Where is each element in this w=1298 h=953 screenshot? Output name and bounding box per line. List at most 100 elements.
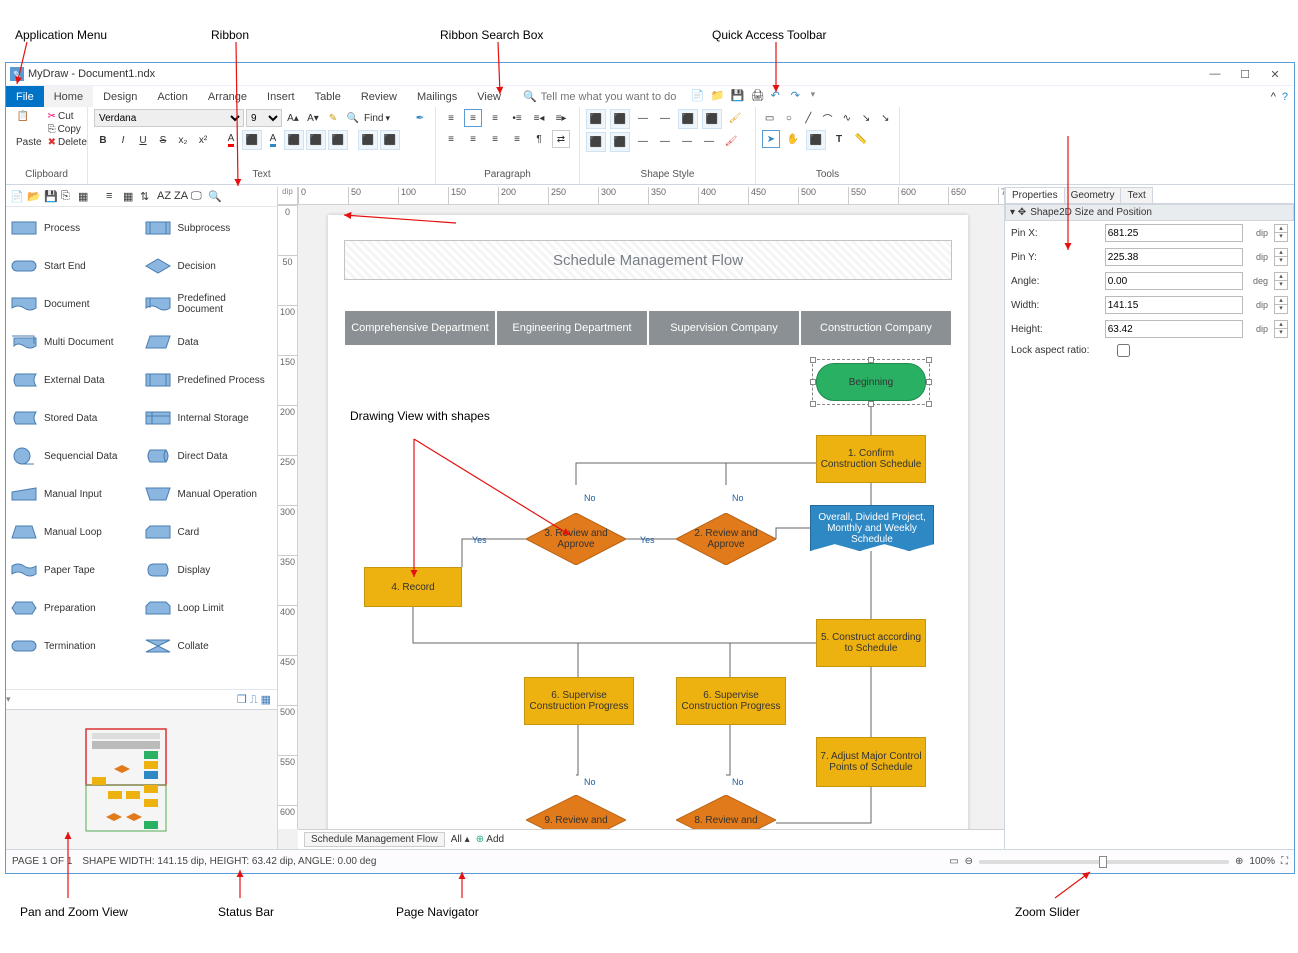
node-overall[interactable]: Overall, Divided Project, Monthly and We… (810, 505, 934, 551)
indent-inc-icon[interactable]: ≡▸ (552, 109, 570, 127)
line1-icon[interactable]: — (634, 109, 652, 127)
library-shape-display[interactable]: Display (144, 553, 274, 587)
lib-sort-icon[interactable]: ⇅ (140, 190, 154, 204)
text-tool-icon[interactable]: T (830, 130, 848, 148)
library-shape-data[interactable]: Data (144, 325, 274, 359)
sidebar-tab-properties[interactable]: Properties (1005, 187, 1065, 203)
pan-zoom-view[interactable] (6, 709, 277, 849)
library-shape-manual-loop[interactable]: Manual Loop (10, 515, 140, 549)
tab-review[interactable]: Review (351, 86, 407, 107)
grow-font-icon[interactable]: A▴ (284, 109, 302, 127)
library-shape-predefined-process[interactable]: Predefined Process (144, 363, 274, 397)
library-shape-direct-data[interactable]: Direct Data (144, 439, 274, 473)
lock-aspect-checkbox[interactable] (1117, 344, 1130, 357)
fullscreen-icon[interactable]: ⛶ (1281, 856, 1288, 867)
direction-icon[interactable]: ⇄ (552, 130, 570, 148)
page-add-button[interactable]: ⊕ Add (476, 834, 504, 845)
conn2-tool-icon[interactable]: ↘ (878, 109, 893, 127)
align-center-icon[interactable]: ≡ (464, 109, 482, 127)
library-shape-external-data[interactable]: External Data (10, 363, 140, 397)
angle-input[interactable] (1105, 272, 1243, 290)
superscript-icon[interactable]: x² (194, 131, 212, 149)
node-review9[interactable]: 9. Review and (526, 795, 626, 829)
shape-outline-icon[interactable]: ⬛ (284, 130, 304, 150)
qat-new-icon[interactable]: 📄 (691, 89, 707, 105)
lib-search-icon[interactable]: 🔍 (208, 190, 222, 204)
width-spinner[interactable]: ▴▾ (1274, 296, 1288, 314)
highlight-icon[interactable]: ✎ (324, 109, 342, 127)
lib-open-icon[interactable]: 📂 (27, 190, 41, 204)
library-shape-document[interactable]: Document (10, 287, 140, 321)
lib-view-icon[interactable]: 🖵 (191, 190, 205, 204)
node-review2[interactable]: 2. Review and Approve (676, 513, 776, 565)
library-shape-subprocess[interactable]: Subprocess (144, 211, 274, 245)
delete-button[interactable]: ✖Delete (48, 137, 87, 148)
height-spinner[interactable]: ▴▾ (1274, 320, 1288, 338)
strike-icon[interactable]: S (154, 131, 172, 149)
line3-icon[interactable]: — (634, 132, 652, 150)
qat-redo-icon[interactable]: ↷ (791, 89, 807, 105)
node-beginning[interactable]: Beginning (816, 363, 926, 401)
pinx-input[interactable] (1105, 224, 1243, 242)
qat-save-icon[interactable]: 💾 (731, 89, 747, 105)
paste-button[interactable]: 📋 Paste (12, 109, 46, 150)
eyedropper-icon[interactable]: ✒ (411, 109, 429, 127)
library-shape-multi-document[interactable]: Multi Document (10, 325, 140, 359)
piny-input[interactable] (1105, 248, 1243, 266)
line-tool-icon[interactable]: ╱ (801, 109, 816, 127)
font-size-select[interactable]: 9 (246, 109, 282, 127)
align-left-icon[interactable]: ≡ (442, 109, 460, 127)
shape-effect-icon[interactable]: ⬛ (328, 130, 348, 150)
maximize-button[interactable]: ☐ (1236, 67, 1254, 81)
valign-mid-icon[interactable]: ≡ (464, 130, 482, 148)
line6-icon[interactable]: — (700, 132, 718, 150)
tab-insert[interactable]: Insert (257, 86, 305, 107)
lib-new-icon[interactable]: 📄 (10, 190, 24, 204)
underline-icon[interactable]: U (134, 131, 152, 149)
library-shape-sequencial-data[interactable]: Sequencial Data (10, 439, 140, 473)
search-input[interactable] (541, 91, 681, 103)
ss3-icon[interactable]: ⬛ (678, 109, 698, 129)
library-shape-card[interactable]: Card (144, 515, 274, 549)
library-shape-termination[interactable]: Termination (10, 629, 140, 663)
rect-tool-icon[interactable]: ▭ (762, 109, 777, 127)
sidebar-tab-geometry[interactable]: Geometry (1064, 187, 1122, 203)
library-shape-stored-data[interactable]: Stored Data (10, 401, 140, 435)
ss4-icon[interactable]: ⬛ (702, 109, 722, 129)
ss6-icon[interactable]: ⬛ (610, 132, 630, 152)
qat-print-icon[interactable]: 🖨 (751, 89, 767, 105)
line5-icon[interactable]: — (678, 132, 696, 150)
valign-bot-icon[interactable]: ≡ (486, 130, 504, 148)
tab-arrange[interactable]: Arrange (198, 86, 257, 107)
lib-tab-icons[interactable]: ❐ ⎍ ▦ (237, 693, 271, 707)
lib-copy-icon[interactable]: ⎘ (61, 190, 75, 204)
lib-tiles-icon[interactable]: ▦ (123, 190, 137, 204)
tab-table[interactable]: Table (305, 86, 351, 107)
find-icon[interactable]: 🔍 (344, 109, 362, 127)
lib-save-icon[interactable]: 💾 (44, 190, 58, 204)
copy-button[interactable]: ⎘Copy (48, 124, 87, 135)
library-shape-manual-input[interactable]: Manual Input (10, 477, 140, 511)
collapse-ribbon-icon[interactable]: ^ (1271, 91, 1276, 103)
library-shape-internal-storage[interactable]: Internal Storage (144, 401, 274, 435)
qat-more-icon[interactable]: ▾ (811, 89, 827, 105)
node-confirm[interactable]: 1. Confirm Construction Schedule (816, 435, 926, 483)
arc-tool-icon[interactable]: ⌒ (820, 109, 835, 127)
piny-spinner[interactable]: ▴▾ (1274, 248, 1288, 266)
line4-icon[interactable]: — (656, 132, 674, 150)
library-shape-start-end[interactable]: Start End (10, 249, 140, 283)
conn1-tool-icon[interactable]: ↘ (858, 109, 873, 127)
shape-style-icon[interactable]: ⬛ (306, 130, 326, 150)
page-scroll-area[interactable]: Library Browser Schedule Management Flow… (308, 205, 1004, 829)
pilcrow-icon[interactable]: ¶ (530, 130, 548, 148)
zoom-slider[interactable] (979, 860, 1229, 864)
library-shape-preparation[interactable]: Preparation (10, 591, 140, 625)
node-record[interactable]: 4. Record (364, 567, 462, 607)
fit-width-icon[interactable]: ▭ (949, 856, 958, 867)
shape-box2-icon[interactable]: ⬛ (380, 130, 400, 150)
bold-icon[interactable]: B (94, 131, 112, 149)
width-input[interactable] (1105, 296, 1243, 314)
font-color-icon[interactable]: A (222, 131, 240, 149)
node-supervise6b[interactable]: 6. Supervise Construction Progress (676, 677, 786, 725)
drawing-page[interactable]: Schedule Management Flow Comprehensive D… (328, 215, 968, 829)
